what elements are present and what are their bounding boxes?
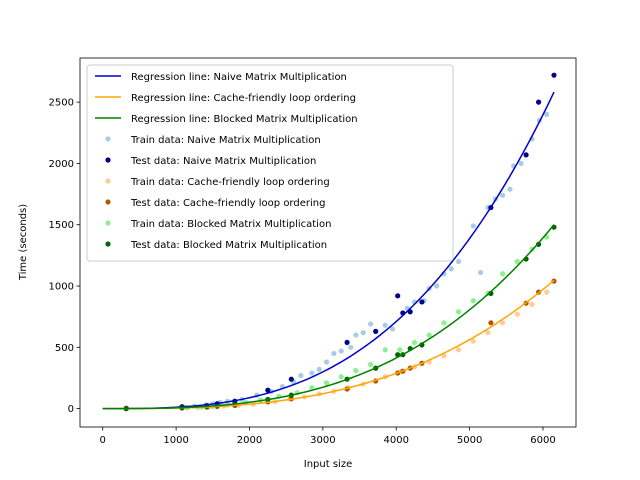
data-point (382, 347, 388, 353)
x-tick-label: 3000 (310, 435, 335, 446)
data-point (348, 344, 354, 350)
legend-label: Regression line: Blocked Matrix Multipli… (131, 114, 358, 125)
data-point (544, 111, 550, 117)
legend-marker-swatch (105, 220, 111, 226)
legend-label: Regression line: Naive Matrix Multiplica… (131, 72, 347, 83)
legend-item: Regression line: Blocked Matrix Multipli… (95, 114, 358, 125)
data-point (441, 320, 447, 326)
data-point (500, 320, 506, 326)
data-point (344, 339, 350, 346)
data-point (382, 322, 388, 328)
data-point (323, 359, 330, 365)
legend-item: Train data: Cache-friendly loop ordering (105, 177, 330, 188)
legend-item: Train data: Naive Matrix Multiplication (105, 135, 321, 146)
data-point (309, 385, 315, 391)
data-point (395, 293, 401, 299)
y-tick-label: 0 (68, 404, 74, 415)
data-point (514, 311, 520, 317)
regression-line-2 (102, 224, 555, 410)
data-point (397, 347, 403, 353)
legend-label: Test data: Cache-friendly loop ordering (130, 198, 325, 209)
plot-marks (102, 72, 557, 412)
data-point (470, 298, 476, 304)
data-point (551, 72, 557, 78)
data-point (535, 241, 542, 247)
data-point (338, 348, 344, 354)
data-point (514, 258, 520, 265)
y-tick-label: 500 (55, 343, 74, 354)
legend-marker-swatch (105, 178, 111, 184)
legend-marker-swatch (105, 241, 111, 247)
data-point (353, 332, 359, 338)
x-tick-label: 1000 (163, 435, 188, 446)
data-point (373, 328, 379, 334)
data-point (433, 283, 440, 289)
axis-ticks: 0 1000 2000 3000 4000 5000 6000 0 500 1000 1500 200… (49, 98, 556, 446)
data-point (456, 309, 462, 315)
data-point (456, 347, 462, 353)
legend-label: Test data: Naive Matrix Multiplication (130, 156, 316, 167)
data-point (485, 330, 491, 336)
data-point (389, 326, 396, 332)
x-tick-label: 2000 (237, 435, 262, 446)
legend-label: Test data: Blocked Matrix Multiplication (130, 240, 327, 251)
legend-marker-swatch (105, 199, 111, 205)
y-tick-label: 1000 (49, 282, 74, 293)
y-tick-label: 2500 (49, 98, 74, 109)
legend-marker-swatch (105, 136, 111, 142)
data-point (523, 152, 529, 158)
data-point (265, 387, 271, 393)
legend-label: Regression line: Cache-friendly loop ord… (131, 93, 356, 104)
data-point (470, 338, 476, 344)
data-point (478, 269, 484, 276)
legend-item: Regression line: Cache-friendly loop ord… (95, 93, 356, 104)
x-tick-label: 5000 (457, 435, 482, 446)
legend-label: Train data: Cache-friendly loop ordering (130, 177, 330, 188)
data-point (529, 301, 535, 308)
legend-item: Test data: Naive Matrix Multiplication (105, 156, 316, 167)
x-axis-label: Input size (304, 459, 352, 470)
legend-item: Train data: Blocked Matrix Multiplicatio… (105, 219, 331, 230)
legend-label: Train data: Naive Matrix Multiplication (130, 135, 321, 146)
legend-item: Regression line: Naive Matrix Multiplica… (95, 72, 347, 83)
data-point (288, 376, 294, 382)
data-point (419, 299, 425, 305)
data-point (353, 368, 359, 374)
data-point (411, 339, 418, 346)
data-point (323, 380, 330, 386)
data-point (426, 332, 432, 338)
data-point (309, 370, 315, 376)
data-point (331, 350, 337, 357)
x-tick-label: 6000 (530, 435, 555, 446)
legend-label: Train data: Blocked Matrix Multiplicatio… (130, 219, 331, 230)
data-point (544, 289, 550, 295)
legend-box (86, 64, 454, 262)
plot-frame (79, 57, 577, 428)
data-point (500, 271, 506, 277)
data-point (367, 321, 374, 327)
data-point (316, 366, 322, 372)
y-tick-label: 2000 (49, 159, 74, 170)
y-tick-label: 1500 (49, 220, 74, 231)
y-axis-label: Time (seconds) (18, 204, 29, 281)
x-tick-label: 4000 (384, 435, 409, 446)
legend-item: Test data: Cache-friendly loop ordering (105, 198, 325, 209)
data-point (518, 160, 524, 167)
data-point (360, 330, 366, 336)
data-point (338, 374, 344, 380)
data-point (298, 372, 304, 379)
data-point (488, 320, 494, 326)
data-point (500, 192, 506, 198)
legend-item: Test data: Blocked Matrix Multiplication (105, 240, 327, 251)
data-point (448, 266, 454, 272)
data-point (507, 186, 513, 192)
legend: Regression line: Naive Matrix Multiplica… (86, 64, 454, 262)
data-point (470, 223, 476, 229)
data-point (456, 258, 462, 265)
data-point (367, 361, 374, 368)
x-tick-label: 0 (100, 435, 106, 446)
data-point (535, 99, 542, 105)
legend-marker-swatch (105, 157, 111, 163)
